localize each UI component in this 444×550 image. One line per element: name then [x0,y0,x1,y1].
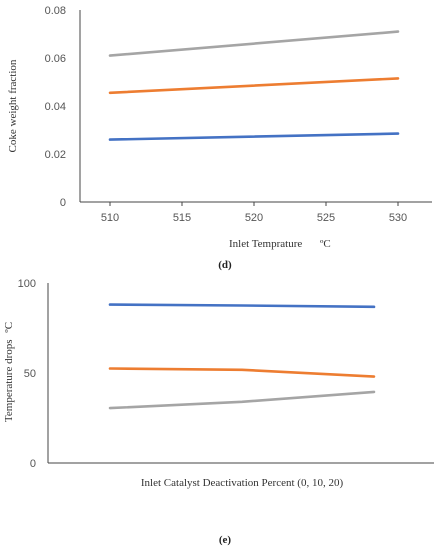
chart-d-series-line-2 [108,132,400,141]
chart-e-panel-label: (e) [219,534,232,546]
chart-e-y-tick-1: 50 [24,368,36,380]
chart-e-series-line-0 [108,303,376,309]
chart-d-y-tick-3: 0.06 [45,53,66,65]
chart-d-x-tick-2: 520 [245,212,263,224]
chart-e: 0 50 100 Temperature drops ºC Inlet Cataly… [3,278,434,546]
chart-d-x-tick-1: 515 [173,212,191,224]
chart-d-y-tick-1: 0.02 [45,149,66,161]
chart-d-series-line-1 [108,77,400,95]
chart-e-y-tick-0: 0 [30,458,36,470]
chart-d-x-unit: ºC [320,238,331,250]
chart-d-x-tick-3: 525 [317,212,335,224]
chart-d-panel-label: (d) [218,259,232,271]
chart-e-y-label-text: Temperature drops [3,339,15,422]
chart-e-x-label: Inlet Catalyst Deactivation Percent (0, … [141,477,344,489]
chart-d-series-line-0 [108,30,400,57]
chart-d-y-tick-4: 0.08 [45,5,66,17]
chart-d-x-tick-0: 510 [101,212,119,224]
chart-d: 0 0.02 0.04 0.06 0.08 510 515 520 525 530 Coke w… [7,5,432,271]
chart-e-series-line-2 [108,390,376,410]
chart-e-series-line-1 [108,367,376,378]
chart-e-y-unit: ºC [3,322,15,333]
chart-d-y-tick-0: 0 [60,197,66,209]
chart-e-y-tick-2: 100 [18,278,36,290]
chart-d-x-label: Inlet Temprature [229,238,302,250]
chart-d-y-tick-2: 0.04 [45,101,66,113]
chart-d-y-label: Coke weight fraction [7,59,19,152]
chart-d-x-tick-4: 530 [389,212,407,224]
chart-e-y-label: Temperature drops ºC [3,322,15,422]
